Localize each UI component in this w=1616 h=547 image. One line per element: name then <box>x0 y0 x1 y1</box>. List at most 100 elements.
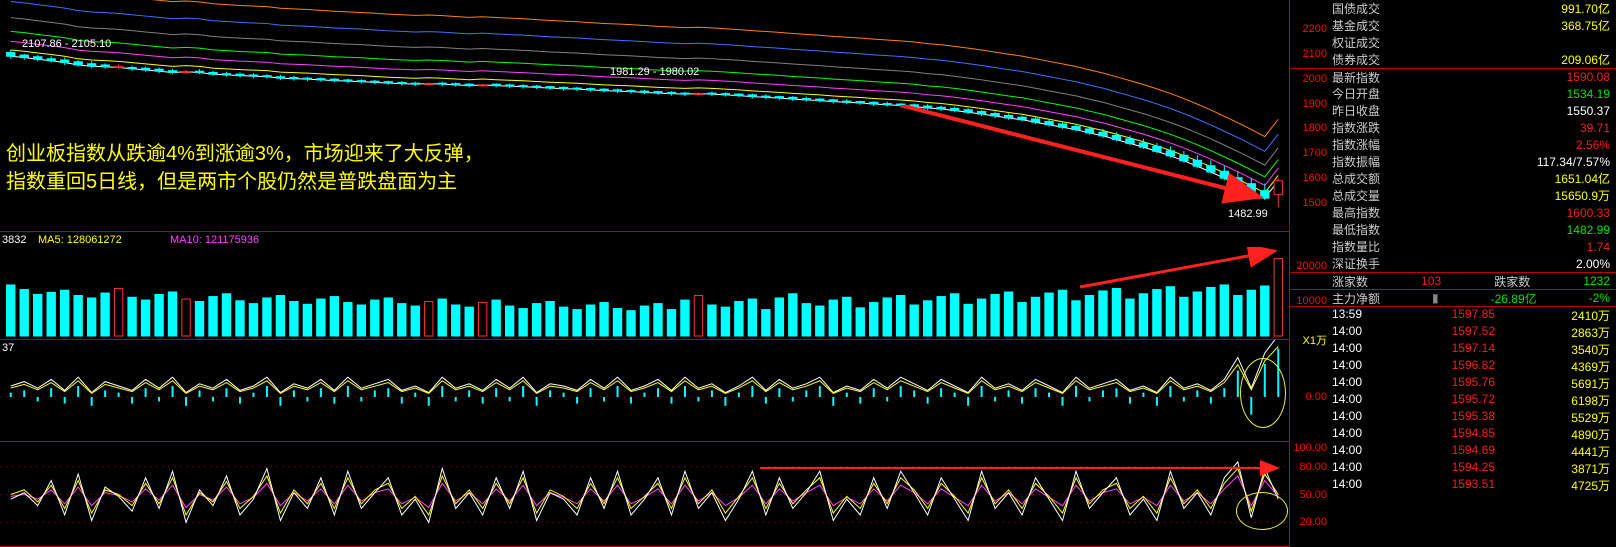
info-row: 昨日收盘 1550.37 <box>1290 102 1616 119</box>
netflow-row: 主力净额 ▮ -26.89亿 -2% <box>1290 289 1616 306</box>
info-label: 最新指数 <box>1332 69 1380 86</box>
tick-price: 1593.51 <box>1388 477 1495 494</box>
info-row: 指数振幅 117.34/7.57% <box>1290 153 1616 170</box>
tick-rows: 13:591597.852410万14:001597.522863万14:001… <box>1290 307 1616 494</box>
info-label: 基金成交 <box>1332 17 1380 34</box>
info-row: 指数涨跌 39.71 <box>1290 119 1616 136</box>
chart-main: 2107.86 - 2105.10 1981.29 - 1980.02 1482… <box>0 0 1289 547</box>
netflow-v1: -26.89亿 <box>1491 290 1537 307</box>
tick-time: 14:00 <box>1332 409 1380 426</box>
info-row: 权证成交 <box>1290 34 1616 51</box>
info-value: 1651.04亿 <box>1555 170 1610 187</box>
tick-price: 1595.72 <box>1388 392 1495 409</box>
tick-row: 14:00 1595.38 5529万 <box>1290 409 1616 426</box>
info-row: 指数量比 1.74 <box>1290 238 1616 255</box>
tick-time: 14:00 <box>1332 324 1380 341</box>
info-value: 1550.37 <box>1567 104 1610 118</box>
info-value: 1482.99 <box>1567 223 1610 237</box>
info-rows: 国债成交991.70亿基金成交368.75亿权证成交债券成交209.06亿最新指… <box>1290 0 1616 272</box>
tick-row: 14:00 1594.69 4441万 <box>1290 443 1616 460</box>
info-value: 1.74 <box>1587 240 1610 254</box>
info-label: 指数涨跌 <box>1332 119 1380 136</box>
info-row: 债券成交 209.06亿 <box>1290 51 1616 68</box>
info-label: 今日开盘 <box>1332 85 1380 102</box>
tick-time: 14:00 <box>1332 426 1380 443</box>
info-row: 总成交量 15650.9万 <box>1290 187 1616 204</box>
tick-time: 14:00 <box>1332 341 1380 358</box>
info-value: 39.71 <box>1580 121 1610 135</box>
tick-time: 14:00 <box>1332 477 1380 494</box>
tick-vol: 3871万 <box>1503 460 1610 477</box>
netflow-label: 主力净额 <box>1332 290 1380 307</box>
tick-price: 1597.14 <box>1388 341 1495 358</box>
up-count-label: 涨家数 <box>1332 273 1368 290</box>
info-row: 最新指数 1590.08 <box>1290 68 1616 85</box>
tick-row: 14:001597.522863万 <box>1290 324 1616 341</box>
price-pane[interactable]: 2107.86 - 2105.10 1981.29 - 1980.02 1482… <box>0 0 1289 232</box>
info-row: 最高指数 1600.33 <box>1290 204 1616 221</box>
tick-vol: 4725万 <box>1503 477 1610 494</box>
tick-price: 1596.82 <box>1388 358 1495 375</box>
info-row: 国债成交991.70亿 <box>1290 0 1616 17</box>
info-row: 指数涨幅 2.56% <box>1290 136 1616 153</box>
tick-time: 14:00 <box>1332 460 1380 477</box>
info-label: 权证成交 <box>1332 34 1380 51</box>
info-value: 1600.33 <box>1567 206 1610 220</box>
tick-row: 14:00 1593.51 4725万 <box>1290 477 1616 494</box>
tick-row: 14:00 1594.85 4890万 <box>1290 426 1616 443</box>
down-count-value: 1232 <box>1583 274 1610 288</box>
tick-time: 14:00 <box>1332 358 1380 375</box>
tick-time: 14:00 <box>1332 443 1380 460</box>
ind2-chart-svg <box>0 442 1289 547</box>
tick-price: 1595.38 <box>1388 409 1495 426</box>
tick-price: 1594.25 <box>1388 460 1495 477</box>
tick-time: 14:00 <box>1332 375 1380 392</box>
info-label: 总成交额 <box>1332 170 1380 187</box>
info-label: 指数量比 <box>1332 238 1380 255</box>
tick-price: 1594.85 <box>1388 426 1495 443</box>
info-value: 209.06亿 <box>1561 51 1610 68</box>
info-row: 深证换手2.00% <box>1290 255 1616 272</box>
tick-vol: 3540万 <box>1503 341 1610 358</box>
info-value: 1534.19 <box>1567 87 1610 101</box>
tick-price: 1594.69 <box>1388 443 1495 460</box>
tick-time: 13:59 <box>1332 307 1380 324</box>
tick-vol: 4890万 <box>1503 426 1610 443</box>
info-label: 最低指数 <box>1332 221 1380 238</box>
info-label: 总成交量 <box>1332 187 1380 204</box>
tick-price: 1595.76 <box>1388 375 1495 392</box>
info-label: 指数振幅 <box>1332 153 1380 170</box>
volume-chart-svg <box>0 232 1289 340</box>
sidebar: 国债成交991.70亿基金成交368.75亿权证成交债券成交209.06亿最新指… <box>1289 0 1616 547</box>
tick-row: 13:591597.852410万 <box>1290 307 1616 324</box>
info-row: 基金成交 368.75亿 <box>1290 17 1616 34</box>
up-count-value: 103 <box>1421 274 1441 288</box>
tick-vol: 4369万 <box>1503 358 1610 375</box>
ind1-chart-svg <box>0 340 1289 442</box>
info-value: 117.34/7.57% <box>1537 155 1610 169</box>
info-value: 15650.9万 <box>1555 187 1610 204</box>
info-row: 最低指数 1482.99 <box>1290 221 1616 238</box>
info-label: 昨日收盘 <box>1332 102 1380 119</box>
info-value: 2.00% <box>1576 257 1610 271</box>
indicator1-pane[interactable]: 37 <box>0 340 1289 442</box>
tick-vol: 5691万 <box>1503 375 1610 392</box>
tick-price: 1597.52 <box>1388 324 1495 341</box>
info-value: 368.75亿 <box>1561 17 1610 34</box>
tick-vol: 5529万 <box>1503 409 1610 426</box>
indicator2-pane[interactable] <box>0 442 1289 547</box>
info-label: 债券成交 <box>1332 51 1380 68</box>
volume-pane[interactable]: 3832 MA5: 128061272 MA10: 121175936 <box>0 232 1289 340</box>
tick-vol: 4441万 <box>1503 443 1610 460</box>
info-value: 2.56% <box>1576 138 1610 152</box>
tick-vol: 2410万 <box>1503 307 1610 324</box>
price-chart-svg <box>0 0 1289 232</box>
info-label: 国债成交 <box>1332 0 1380 17</box>
info-value: 1590.08 <box>1567 70 1610 84</box>
down-count-label: 跌家数 <box>1494 273 1530 290</box>
info-row: 今日开盘 1534.19 <box>1290 85 1616 102</box>
tick-row: 14:00 1597.14 3540万 <box>1290 341 1616 358</box>
info-label: 最高指数 <box>1332 204 1380 221</box>
tick-row: 14:00 1596.82 4369万 <box>1290 358 1616 375</box>
info-label: 指数涨幅 <box>1332 136 1380 153</box>
